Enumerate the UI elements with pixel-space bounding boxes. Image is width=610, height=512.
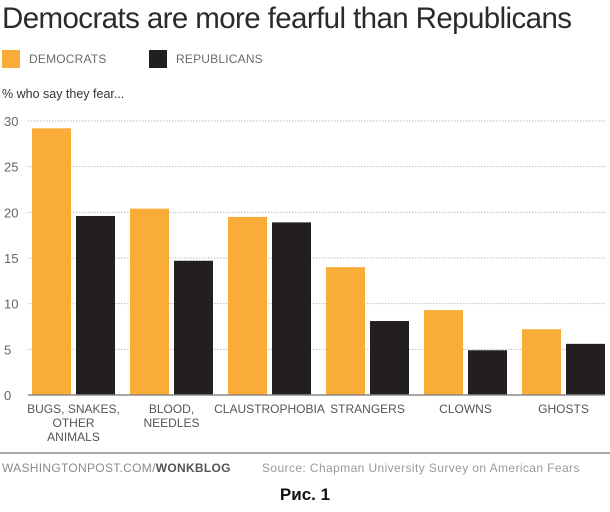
x-tick-label-line: OTHER	[53, 416, 95, 430]
x-tick-label: GHOSTS	[538, 402, 589, 416]
source-text: Source: Chapman University Survey on Ame…	[262, 461, 580, 475]
credit-text: WASHINGTONPOST.COM/WONKBLOG	[2, 461, 231, 475]
legend-item-republicans: REPUBLICANS	[149, 50, 263, 68]
bar-republicans-0	[76, 215, 115, 395]
x-tick-label-line: CLAUSTROPHOBIA	[214, 402, 325, 416]
bar-democrats-5	[522, 329, 561, 395]
chart-title: Democrats are more fearful than Republic…	[2, 2, 572, 35]
bar-democrats-1	[130, 208, 169, 395]
bar-republicans-1	[174, 260, 213, 395]
bar-chart: 0 5 10 15 20 25 30 BUGS, SNAKES, OTHER ANIMALS BLO…	[4, 114, 605, 444]
legend-swatch-republicans	[149, 50, 167, 68]
y-tick-label: 10	[4, 297, 18, 312]
legend-label-democrats: DEMOCRATS	[29, 52, 107, 66]
bar-democrats-3	[326, 267, 365, 395]
x-tick-label-line: ANIMALS	[47, 430, 100, 444]
y-tick-label: 30	[4, 114, 18, 129]
bar-democrats-2	[228, 216, 267, 395]
legend-swatch-democrats	[2, 50, 20, 68]
x-tick-label: BLOOD, NEEDLES	[143, 402, 199, 430]
bar-democrats-4	[424, 310, 463, 395]
bar-republicans-3	[370, 321, 409, 395]
x-tick-label: CLAUSTROPHOBIA	[214, 402, 325, 416]
x-tick-label-line: BLOOD,	[149, 402, 194, 416]
y-tick-label: 20	[4, 205, 18, 220]
y-tick-label: 0	[4, 388, 11, 403]
bar-democrats-0	[32, 128, 71, 395]
x-tick-label-line: BUGS, SNAKES,	[27, 402, 120, 416]
chart-subtitle: % who say they fear...	[2, 87, 125, 101]
x-tick-label-line: GHOSTS	[538, 402, 589, 416]
credit-prefix: WASHINGTONPOST.COM/	[2, 461, 156, 475]
bar-republicans-4	[468, 350, 507, 395]
legend-item-democrats: DEMOCRATS	[2, 50, 107, 68]
x-tick-label: STRANGERS	[330, 402, 405, 416]
x-tick-label: BUGS, SNAKES, OTHER ANIMALS	[27, 402, 120, 444]
y-tick-label: 25	[4, 160, 18, 175]
figure-caption: Рис. 1	[279, 485, 331, 504]
legend-label-republicans: REPUBLICANS	[176, 52, 263, 66]
x-tick-label: CLOWNS	[439, 402, 492, 416]
x-tick-label-line: CLOWNS	[439, 402, 492, 416]
bar-republicans-5	[566, 343, 605, 395]
y-tick-label: 5	[4, 342, 11, 357]
credit-brand: WONKBLOG	[155, 461, 231, 475]
bar-republicans-2	[272, 222, 311, 395]
y-tick-label: 15	[4, 251, 18, 266]
footer-divider	[0, 452, 610, 454]
x-tick-label-line: STRANGERS	[330, 402, 405, 416]
x-tick-label-line: NEEDLES	[143, 416, 199, 430]
